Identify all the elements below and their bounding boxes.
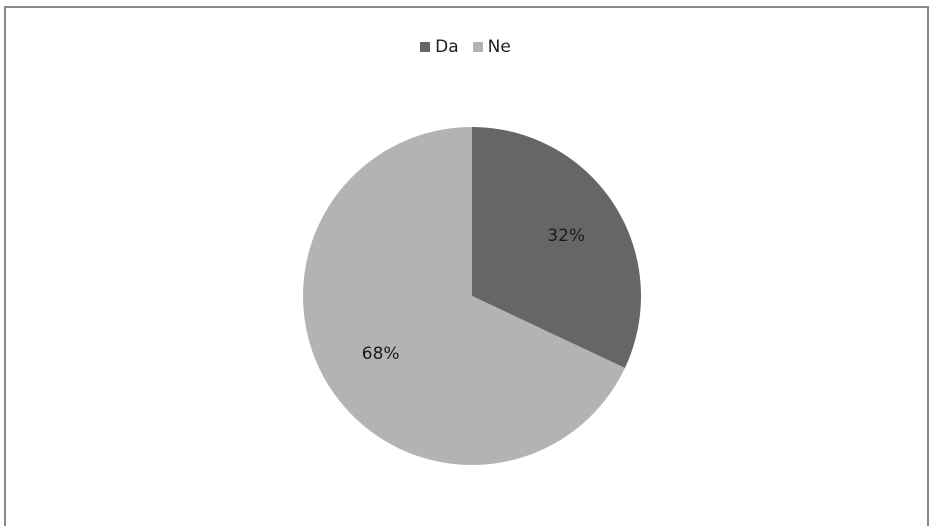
legend-swatch-ne	[472, 42, 483, 52]
pie-slice-label-da: 32%	[547, 226, 585, 246]
legend-label-ne: Ne	[487, 37, 511, 57]
pie-slice-da	[472, 127, 641, 368]
pie-slice-label-ne: 68%	[362, 344, 400, 364]
legend-label-da: Da	[435, 37, 459, 57]
legend-item-da: Da	[420, 37, 459, 57]
pie-slice-ne	[302, 127, 625, 465]
pie-chart: 32% 68%	[302, 127, 641, 465]
legend-swatch-da	[420, 42, 431, 52]
legend-item-ne: Ne	[472, 37, 511, 57]
chart-legend: Da Ne	[0, 37, 931, 57]
